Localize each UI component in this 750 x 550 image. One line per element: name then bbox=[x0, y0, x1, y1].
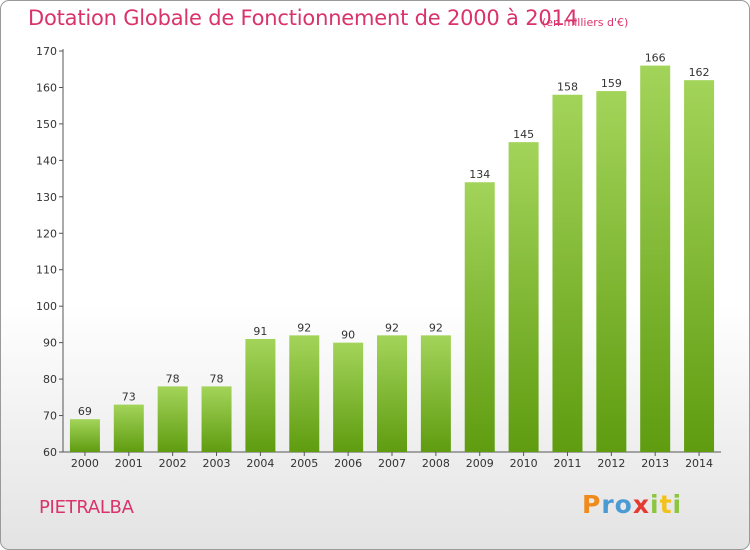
x-tick-label: 2007 bbox=[378, 457, 406, 470]
bar-value-label: 69 bbox=[78, 405, 92, 418]
bar-value-label: 90 bbox=[341, 329, 355, 342]
y-tick-label: 150 bbox=[36, 118, 57, 131]
y-tick-label: 120 bbox=[36, 227, 57, 240]
bar-value-label: 78 bbox=[166, 372, 180, 385]
y-tick-label: 170 bbox=[36, 45, 57, 58]
logo-letter: r bbox=[601, 490, 615, 519]
y-tick-label: 130 bbox=[36, 191, 57, 204]
bar-value-label: 78 bbox=[210, 372, 224, 385]
x-tick-label: 2013 bbox=[641, 457, 669, 470]
commune-name: PIETRALBA bbox=[39, 497, 134, 518]
x-tick-label: 2005 bbox=[290, 457, 318, 470]
logo-letter: i bbox=[650, 490, 660, 519]
x-tick-label: 2010 bbox=[510, 457, 538, 470]
bar bbox=[684, 80, 715, 452]
x-tick-label: 2014 bbox=[685, 457, 713, 470]
bar-value-label: 159 bbox=[601, 77, 622, 90]
bar bbox=[289, 335, 320, 452]
bar bbox=[552, 94, 583, 452]
bar-value-label: 145 bbox=[513, 128, 534, 141]
bar-value-label: 92 bbox=[385, 321, 399, 334]
proxiti-logo: Proxiti bbox=[582, 490, 682, 519]
bar bbox=[640, 65, 671, 452]
logo-letter: o bbox=[614, 490, 633, 519]
y-tick-label: 100 bbox=[36, 300, 57, 313]
bar bbox=[508, 142, 539, 453]
bar-value-label: 92 bbox=[297, 321, 311, 334]
x-tick-label: 2008 bbox=[422, 457, 450, 470]
chart-title: Dotation Globale de Fonctionnement de 20… bbox=[28, 6, 578, 30]
logo-letter: x bbox=[632, 490, 650, 519]
x-tick-label: 2011 bbox=[553, 457, 581, 470]
bar-value-label: 158 bbox=[557, 81, 578, 94]
x-tick-label: 2004 bbox=[246, 457, 274, 470]
bar bbox=[377, 335, 407, 452]
logo-letter: i bbox=[672, 490, 683, 519]
y-tick-label: 110 bbox=[36, 264, 57, 277]
x-tick-label: 2001 bbox=[115, 457, 143, 470]
logo-letter: t bbox=[659, 490, 673, 519]
bar bbox=[596, 91, 627, 452]
bar bbox=[201, 386, 232, 452]
bar-value-label: 73 bbox=[122, 391, 136, 404]
x-tick-label: 2009 bbox=[466, 457, 494, 470]
x-tick-label: 2000 bbox=[71, 457, 99, 470]
y-tick-label: 60 bbox=[43, 446, 57, 459]
y-tick-label: 160 bbox=[36, 81, 57, 94]
bar bbox=[157, 386, 188, 452]
bar bbox=[420, 335, 451, 452]
bar-value-label: 134 bbox=[469, 168, 490, 181]
x-tick-label: 2012 bbox=[597, 457, 625, 470]
bar-value-label: 92 bbox=[429, 321, 443, 334]
x-tick-label: 2006 bbox=[334, 457, 362, 470]
y-tick-label: 90 bbox=[43, 337, 57, 350]
x-tick-label: 2003 bbox=[203, 457, 231, 470]
bar-value-label: 91 bbox=[253, 325, 267, 338]
bar-value-label: 162 bbox=[689, 66, 710, 79]
bar bbox=[333, 342, 364, 452]
bar bbox=[113, 404, 144, 452]
y-tick-label: 140 bbox=[36, 154, 57, 167]
chart-subtitle: (en milliers d'€) bbox=[542, 16, 629, 29]
bar bbox=[464, 182, 495, 452]
bar bbox=[245, 338, 276, 452]
x-tick-label: 2002 bbox=[159, 457, 187, 470]
bar bbox=[69, 419, 100, 452]
y-tick-label: 70 bbox=[43, 410, 57, 423]
logo-letter: P bbox=[582, 490, 602, 519]
bar-value-label: 166 bbox=[645, 52, 666, 65]
y-tick-label: 80 bbox=[43, 373, 57, 386]
